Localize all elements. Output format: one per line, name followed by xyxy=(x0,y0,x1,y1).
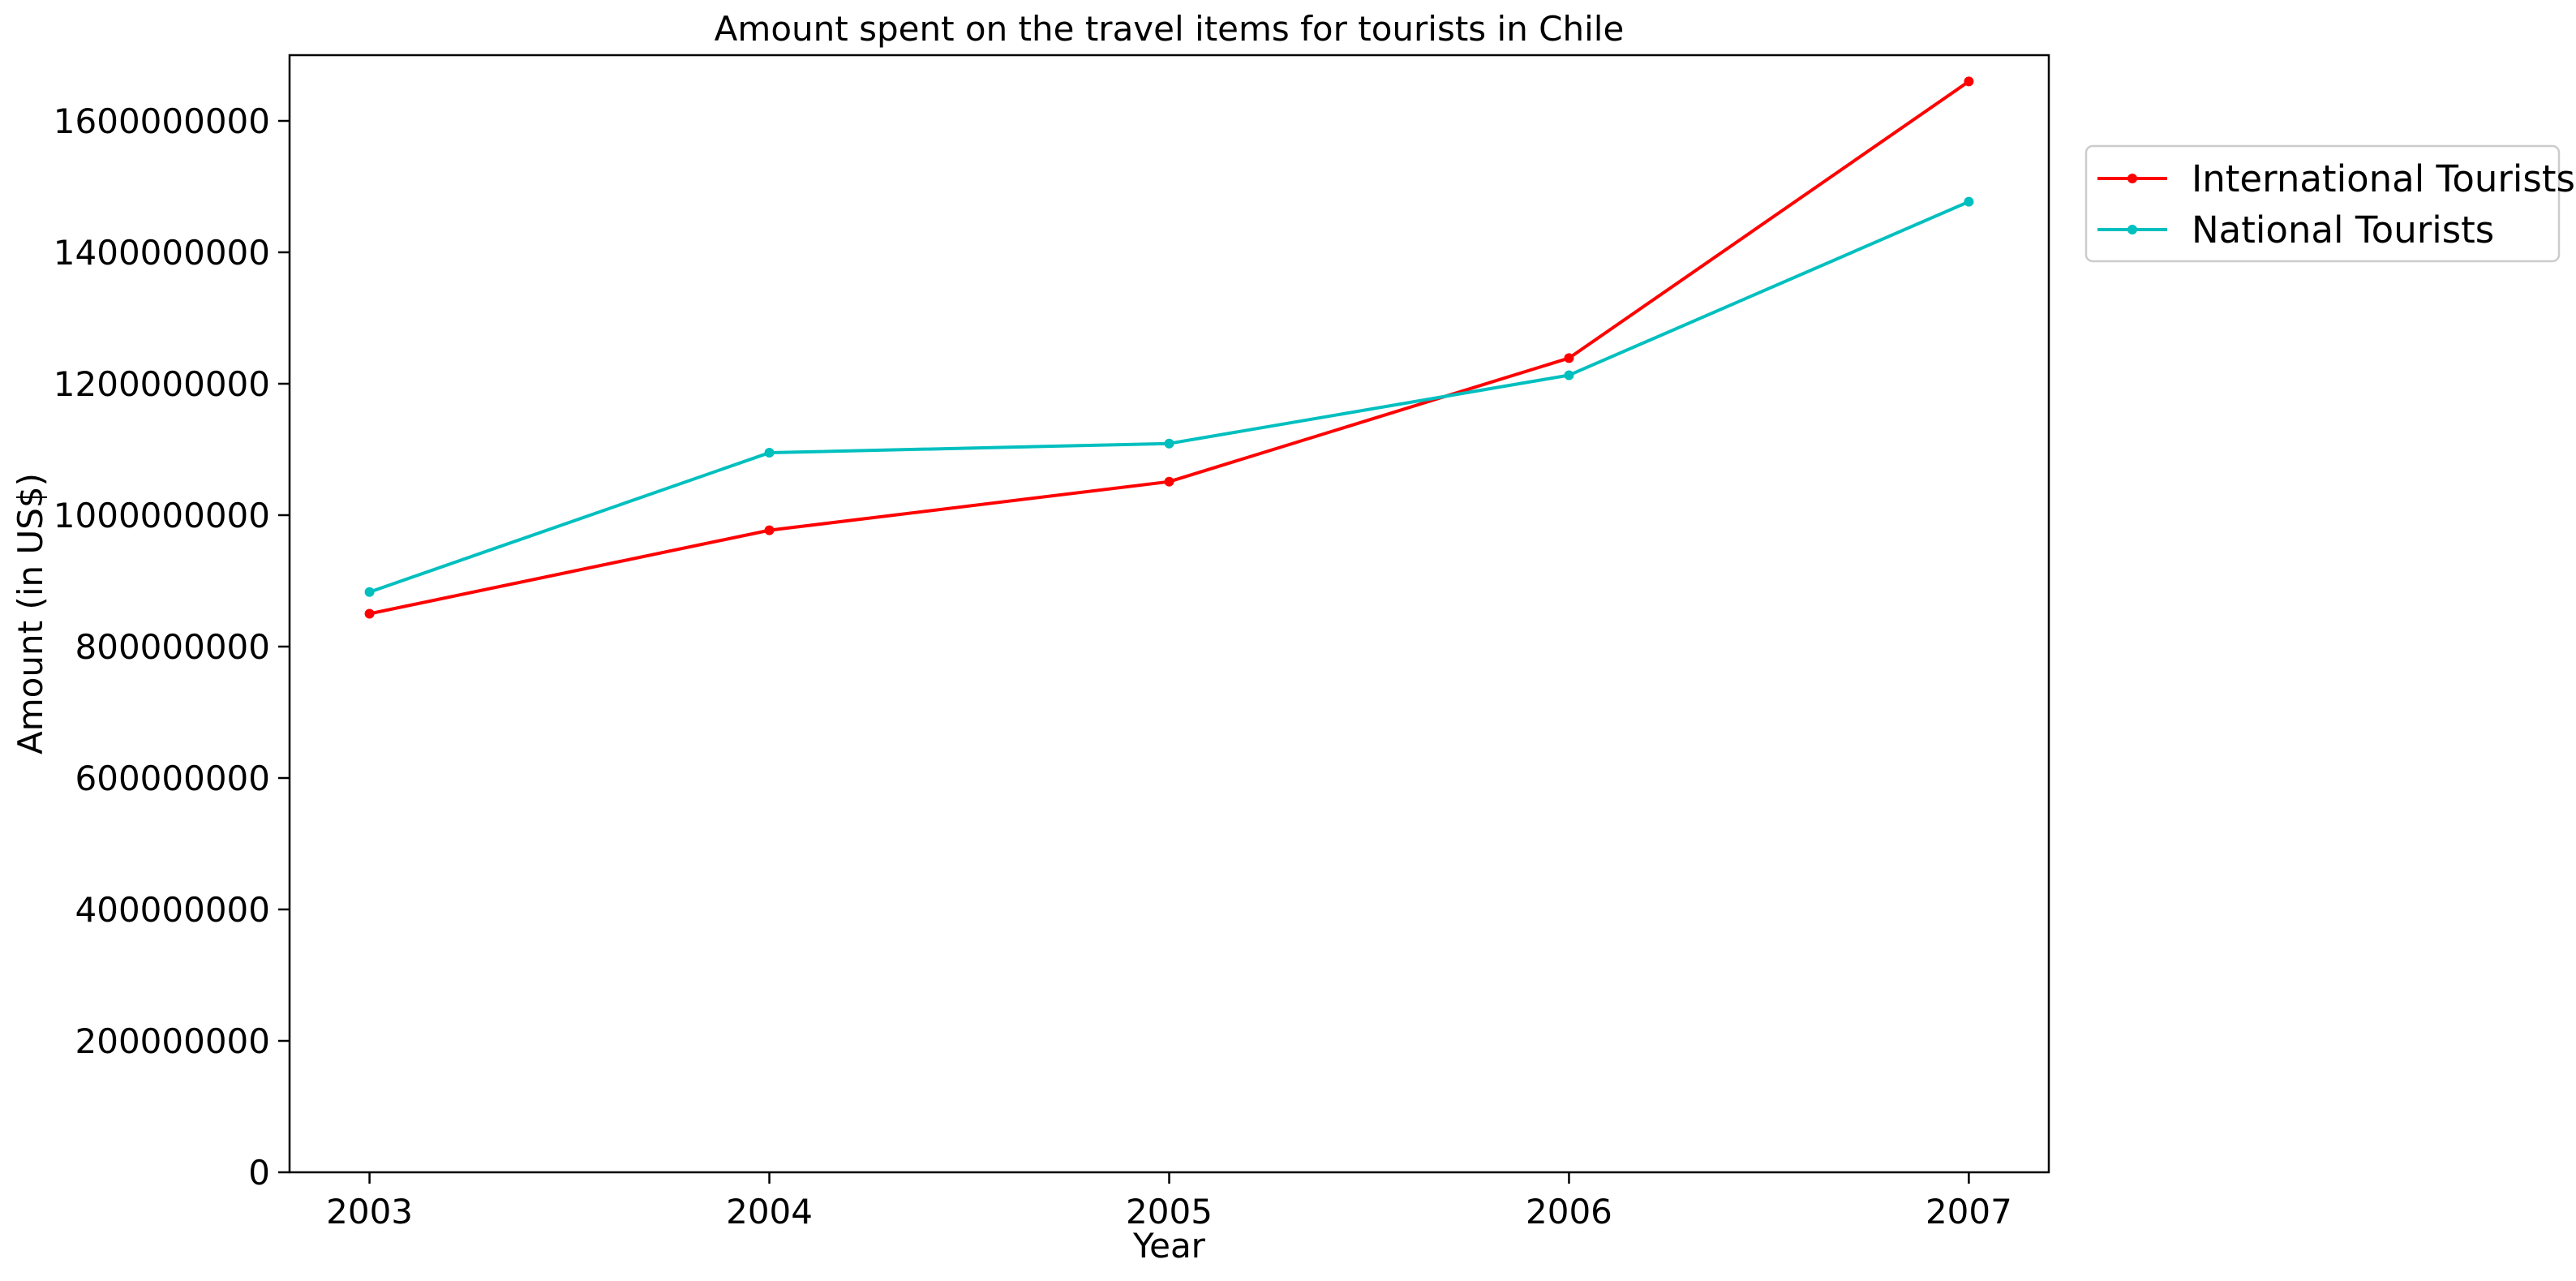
x-axis-label: Year xyxy=(1132,1226,1206,1266)
y-tick-label: 1400000000 xyxy=(54,233,270,273)
plot-area xyxy=(288,54,2050,1174)
x-tick-label: 2003 xyxy=(326,1192,413,1232)
y-axis-label: Amount (in US$) xyxy=(11,473,50,754)
data-point xyxy=(364,587,375,597)
data-point xyxy=(1164,476,1174,487)
legend-label: International Tourists xyxy=(2192,157,2575,200)
y-axis: 0 200000000 400000000 600000000 800000000 100… xyxy=(54,101,290,1193)
series-line xyxy=(368,200,1970,594)
series-1 xyxy=(364,196,1974,597)
plot-frame xyxy=(288,54,2050,1174)
series-0 xyxy=(364,76,1974,619)
data-point xyxy=(764,525,775,535)
y-tick-label: 200000000 xyxy=(75,1021,271,1061)
y-tick-label: 400000000 xyxy=(75,890,271,930)
series-line xyxy=(369,80,1970,616)
data-point xyxy=(1964,196,1974,207)
y-tick-label: 1000000000 xyxy=(54,496,270,535)
legend-marker xyxy=(2127,174,2137,183)
x-tick-label: 2006 xyxy=(1526,1192,1612,1232)
y-tick-label: 1200000000 xyxy=(54,364,270,404)
chart-title: Amount spent on the travel items for tou… xyxy=(715,9,1625,49)
x-tick-label: 2004 xyxy=(726,1192,813,1232)
y-tick-label: 0 xyxy=(248,1153,270,1193)
legend-label: National Tourists xyxy=(2192,208,2494,251)
legend-item: International Tourists xyxy=(2097,157,2575,200)
legend: International Tourists National Tourists xyxy=(2084,144,2575,263)
legend-box xyxy=(2084,144,2561,263)
data-point xyxy=(1964,76,1974,87)
data-point xyxy=(1164,438,1174,449)
y-tick-label: 800000000 xyxy=(75,627,271,667)
data-point xyxy=(1564,353,1574,363)
data-point xyxy=(364,608,375,619)
legend-marker xyxy=(2127,225,2137,234)
y-tick-label: 1600000000 xyxy=(54,101,270,141)
data-point xyxy=(1564,370,1574,380)
legend-item: National Tourists xyxy=(2097,208,2494,251)
x-axis: 2003 2004 2005 2006 2007 xyxy=(326,1172,2012,1232)
x-tick-label: 2007 xyxy=(1926,1192,2012,1232)
x-tick-label: 2005 xyxy=(1126,1192,1213,1232)
y-tick-label: 600000000 xyxy=(75,759,271,798)
series-layer xyxy=(364,76,1974,619)
data-point xyxy=(764,448,775,458)
